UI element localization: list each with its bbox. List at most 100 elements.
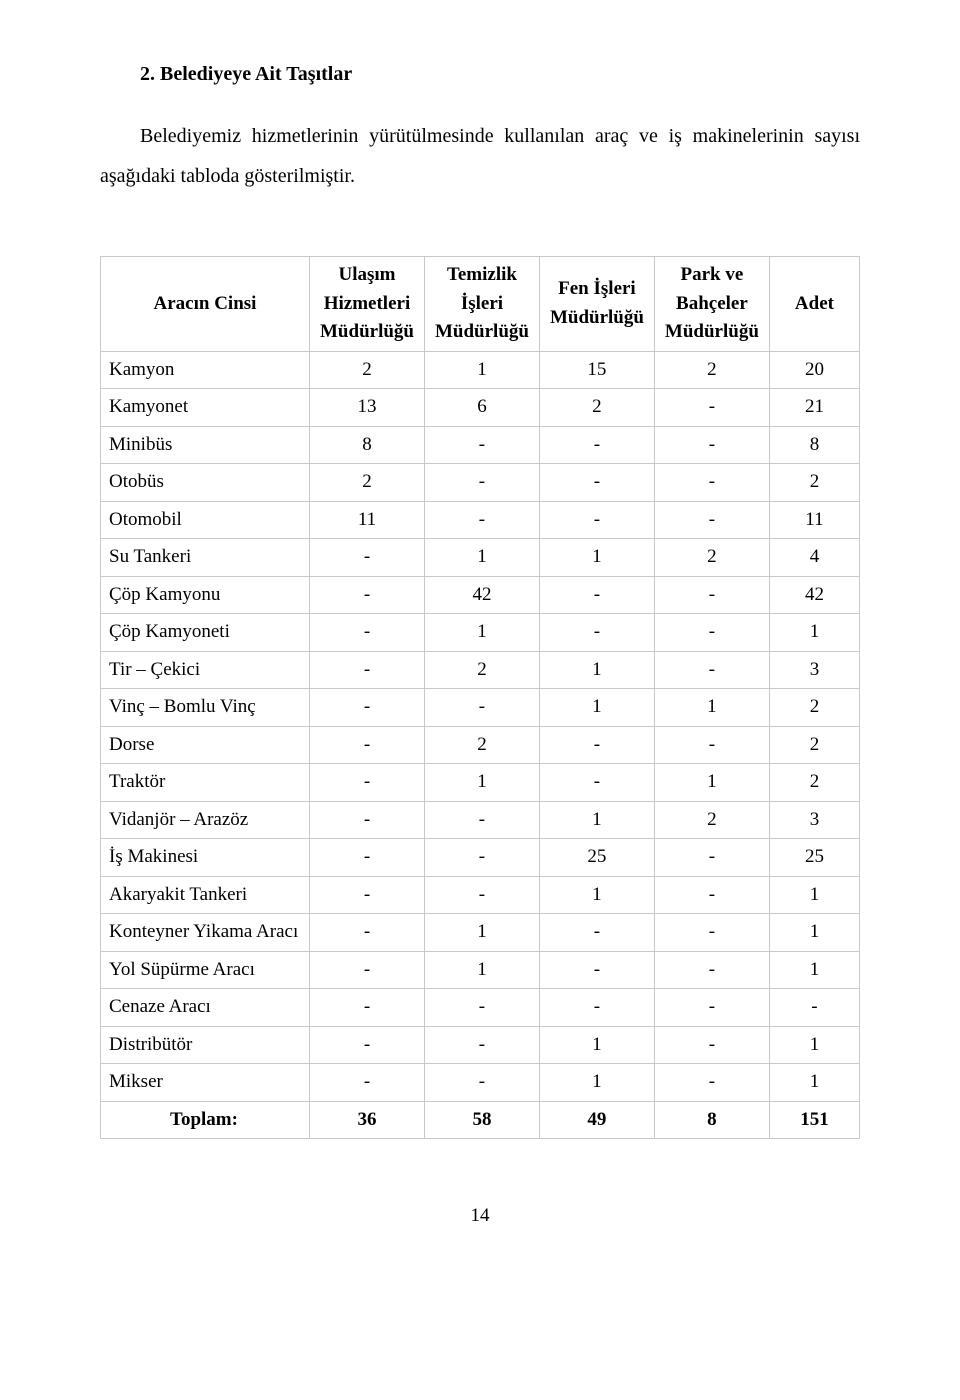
row-value: 1 — [769, 951, 859, 989]
section-heading: 2. Belediyeye Ait Taşıtlar — [140, 56, 860, 92]
total-value: 8 — [654, 1101, 769, 1139]
table-row: Tir – Çekici-21-3 — [101, 651, 860, 689]
row-value: 21 — [769, 389, 859, 427]
row-value: 2 — [310, 464, 425, 502]
row-value: - — [769, 989, 859, 1027]
table-row: Konteyner Yikama Aracı-1--1 — [101, 914, 860, 952]
table-row: Çöp Kamyoneti-1--1 — [101, 614, 860, 652]
row-value: 25 — [539, 839, 654, 877]
row-value: 2 — [769, 464, 859, 502]
row-label: Tir – Çekici — [101, 651, 310, 689]
row-value: - — [654, 389, 769, 427]
row-value: 20 — [769, 351, 859, 389]
row-value: - — [310, 726, 425, 764]
row-value: 2 — [424, 726, 539, 764]
table-row: Su Tankeri-1124 — [101, 539, 860, 577]
table-row: Distribütör--1-1 — [101, 1026, 860, 1064]
row-value: 2 — [654, 539, 769, 577]
row-value: - — [310, 914, 425, 952]
row-value: 2 — [654, 801, 769, 839]
row-value: - — [654, 876, 769, 914]
row-label: Dorse — [101, 726, 310, 764]
table-row: Traktör-1-12 — [101, 764, 860, 802]
row-value: 1 — [539, 801, 654, 839]
row-value: - — [424, 876, 539, 914]
row-value: - — [539, 764, 654, 802]
row-value: 1 — [539, 1064, 654, 1102]
row-value: - — [654, 1026, 769, 1064]
total-value: 49 — [539, 1101, 654, 1139]
row-value: - — [310, 764, 425, 802]
table-row: Otobüs2---2 — [101, 464, 860, 502]
row-value: - — [654, 614, 769, 652]
row-value: - — [424, 839, 539, 877]
row-value: - — [539, 951, 654, 989]
row-value: 11 — [310, 501, 425, 539]
row-value: 1 — [424, 914, 539, 952]
row-value: - — [310, 839, 425, 877]
row-label: Cenaze Aracı — [101, 989, 310, 1027]
row-value: - — [539, 989, 654, 1027]
row-value: - — [424, 801, 539, 839]
row-value: - — [654, 426, 769, 464]
row-value: 15 — [539, 351, 654, 389]
row-label: Yol Süpürme Aracı — [101, 951, 310, 989]
row-value: - — [654, 464, 769, 502]
row-value: - — [310, 876, 425, 914]
row-value: 1 — [539, 651, 654, 689]
table-row: Kamyon2115220 — [101, 351, 860, 389]
total-value: 58 — [424, 1101, 539, 1139]
row-value: - — [310, 576, 425, 614]
table-row: Kamyonet1362-21 — [101, 389, 860, 427]
row-value: - — [310, 989, 425, 1027]
row-value: - — [424, 689, 539, 727]
row-value: - — [654, 914, 769, 952]
row-value: 1 — [769, 876, 859, 914]
row-value: 1 — [424, 539, 539, 577]
row-label: Traktör — [101, 764, 310, 802]
table-header: Aracın Cinsi Ulaşım Hizmetleri Müdürlüğü… — [101, 257, 860, 352]
row-value: - — [539, 576, 654, 614]
row-value: 1 — [654, 689, 769, 727]
row-value: 1 — [769, 1026, 859, 1064]
table-row: Çöp Kamyonu-42--42 — [101, 576, 860, 614]
row-value: - — [539, 426, 654, 464]
row-value: - — [310, 614, 425, 652]
row-value: - — [424, 1064, 539, 1102]
intro-paragraph: Belediyemiz hizmetlerinin yürütülmesinde… — [100, 116, 860, 196]
row-value: - — [310, 951, 425, 989]
row-value: 2 — [424, 651, 539, 689]
row-label: Konteyner Yikama Aracı — [101, 914, 310, 952]
row-value: 1 — [424, 764, 539, 802]
row-value: 2 — [310, 351, 425, 389]
row-value: 2 — [654, 351, 769, 389]
col-header-ulasim: Ulaşım Hizmetleri Müdürlüğü — [310, 257, 425, 352]
table-row: Mikser--1-1 — [101, 1064, 860, 1102]
table-row: Akaryakit Tankeri--1-1 — [101, 876, 860, 914]
row-value: 42 — [769, 576, 859, 614]
row-value: - — [654, 989, 769, 1027]
row-value: - — [310, 689, 425, 727]
row-value: - — [424, 464, 539, 502]
row-value: - — [424, 426, 539, 464]
row-value: - — [310, 651, 425, 689]
row-value: 3 — [769, 651, 859, 689]
row-value: 13 — [310, 389, 425, 427]
col-header-park: Park ve Bahçeler Müdürlüğü — [654, 257, 769, 352]
row-value: 8 — [310, 426, 425, 464]
row-value: - — [310, 539, 425, 577]
row-label: Vinç – Bomlu Vinç — [101, 689, 310, 727]
row-value: 1 — [539, 876, 654, 914]
row-value: 25 — [769, 839, 859, 877]
table-total-row: Toplam:3658498151 — [101, 1101, 860, 1139]
row-label: Otomobil — [101, 501, 310, 539]
row-value: - — [654, 576, 769, 614]
table-row: Dorse-2--2 — [101, 726, 860, 764]
row-value: 1 — [539, 689, 654, 727]
row-value: - — [310, 1064, 425, 1102]
row-label: Çöp Kamyonu — [101, 576, 310, 614]
total-label: Toplam: — [101, 1101, 310, 1139]
table-row: Yol Süpürme Aracı-1--1 — [101, 951, 860, 989]
row-value: - — [539, 614, 654, 652]
row-value: - — [654, 951, 769, 989]
